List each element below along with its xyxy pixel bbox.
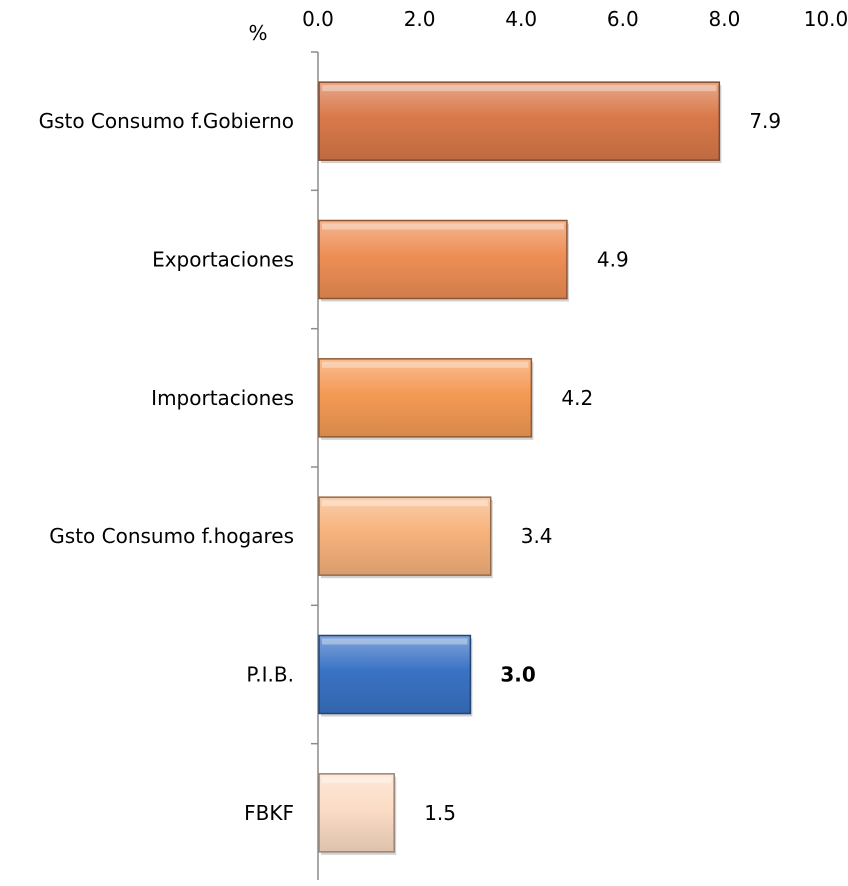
bar-highlight <box>322 500 488 507</box>
bar <box>318 219 568 300</box>
category-label: Gsto Consumo f.Gobierno <box>39 109 294 133</box>
x-tick-label: 6.0 <box>607 7 639 31</box>
category-labels: Gsto Consumo f.Gobierno Exportaciones Impo… <box>39 109 294 825</box>
unit-label: % <box>248 21 267 45</box>
value-label: 3.0 <box>500 663 535 687</box>
bar-highlight <box>322 85 717 92</box>
bar-highlight <box>322 361 529 368</box>
x-tick-label: 4.0 <box>505 7 537 31</box>
value-label: 4.2 <box>561 386 593 410</box>
category-label: Gsto Consumo f.hogares <box>49 524 294 548</box>
value-label: 7.9 <box>749 109 781 133</box>
category-label: Importaciones <box>151 386 294 410</box>
x-tick-label: 0.0 <box>302 7 334 31</box>
value-label: 1.5 <box>424 801 456 825</box>
category-label: Exportaciones <box>152 248 294 272</box>
bar <box>318 773 395 853</box>
value-labels: 7.9 4.9 4.2 3.4 3.0 1.5 <box>424 109 781 825</box>
x-tick-label: 8.0 <box>708 7 740 31</box>
x-axis-ticks: 0.0 2.0 4.0 6.0 8.0 10.0 <box>302 7 848 31</box>
x-tick-label: 10.0 <box>804 7 848 31</box>
category-label: P.I.B. <box>246 663 294 687</box>
bar-highlight <box>322 776 392 783</box>
bar <box>318 634 472 715</box>
category-label: FBKF <box>244 801 294 825</box>
bar <box>318 81 721 161</box>
bar <box>318 496 492 576</box>
bars <box>318 81 722 855</box>
y-axis <box>311 51 319 880</box>
bar-highlight <box>322 223 564 230</box>
x-tick-label: 2.0 <box>404 7 436 31</box>
bar <box>318 358 533 438</box>
value-label: 3.4 <box>521 524 553 548</box>
value-label: 4.9 <box>597 248 629 272</box>
bar-highlight <box>322 638 468 645</box>
